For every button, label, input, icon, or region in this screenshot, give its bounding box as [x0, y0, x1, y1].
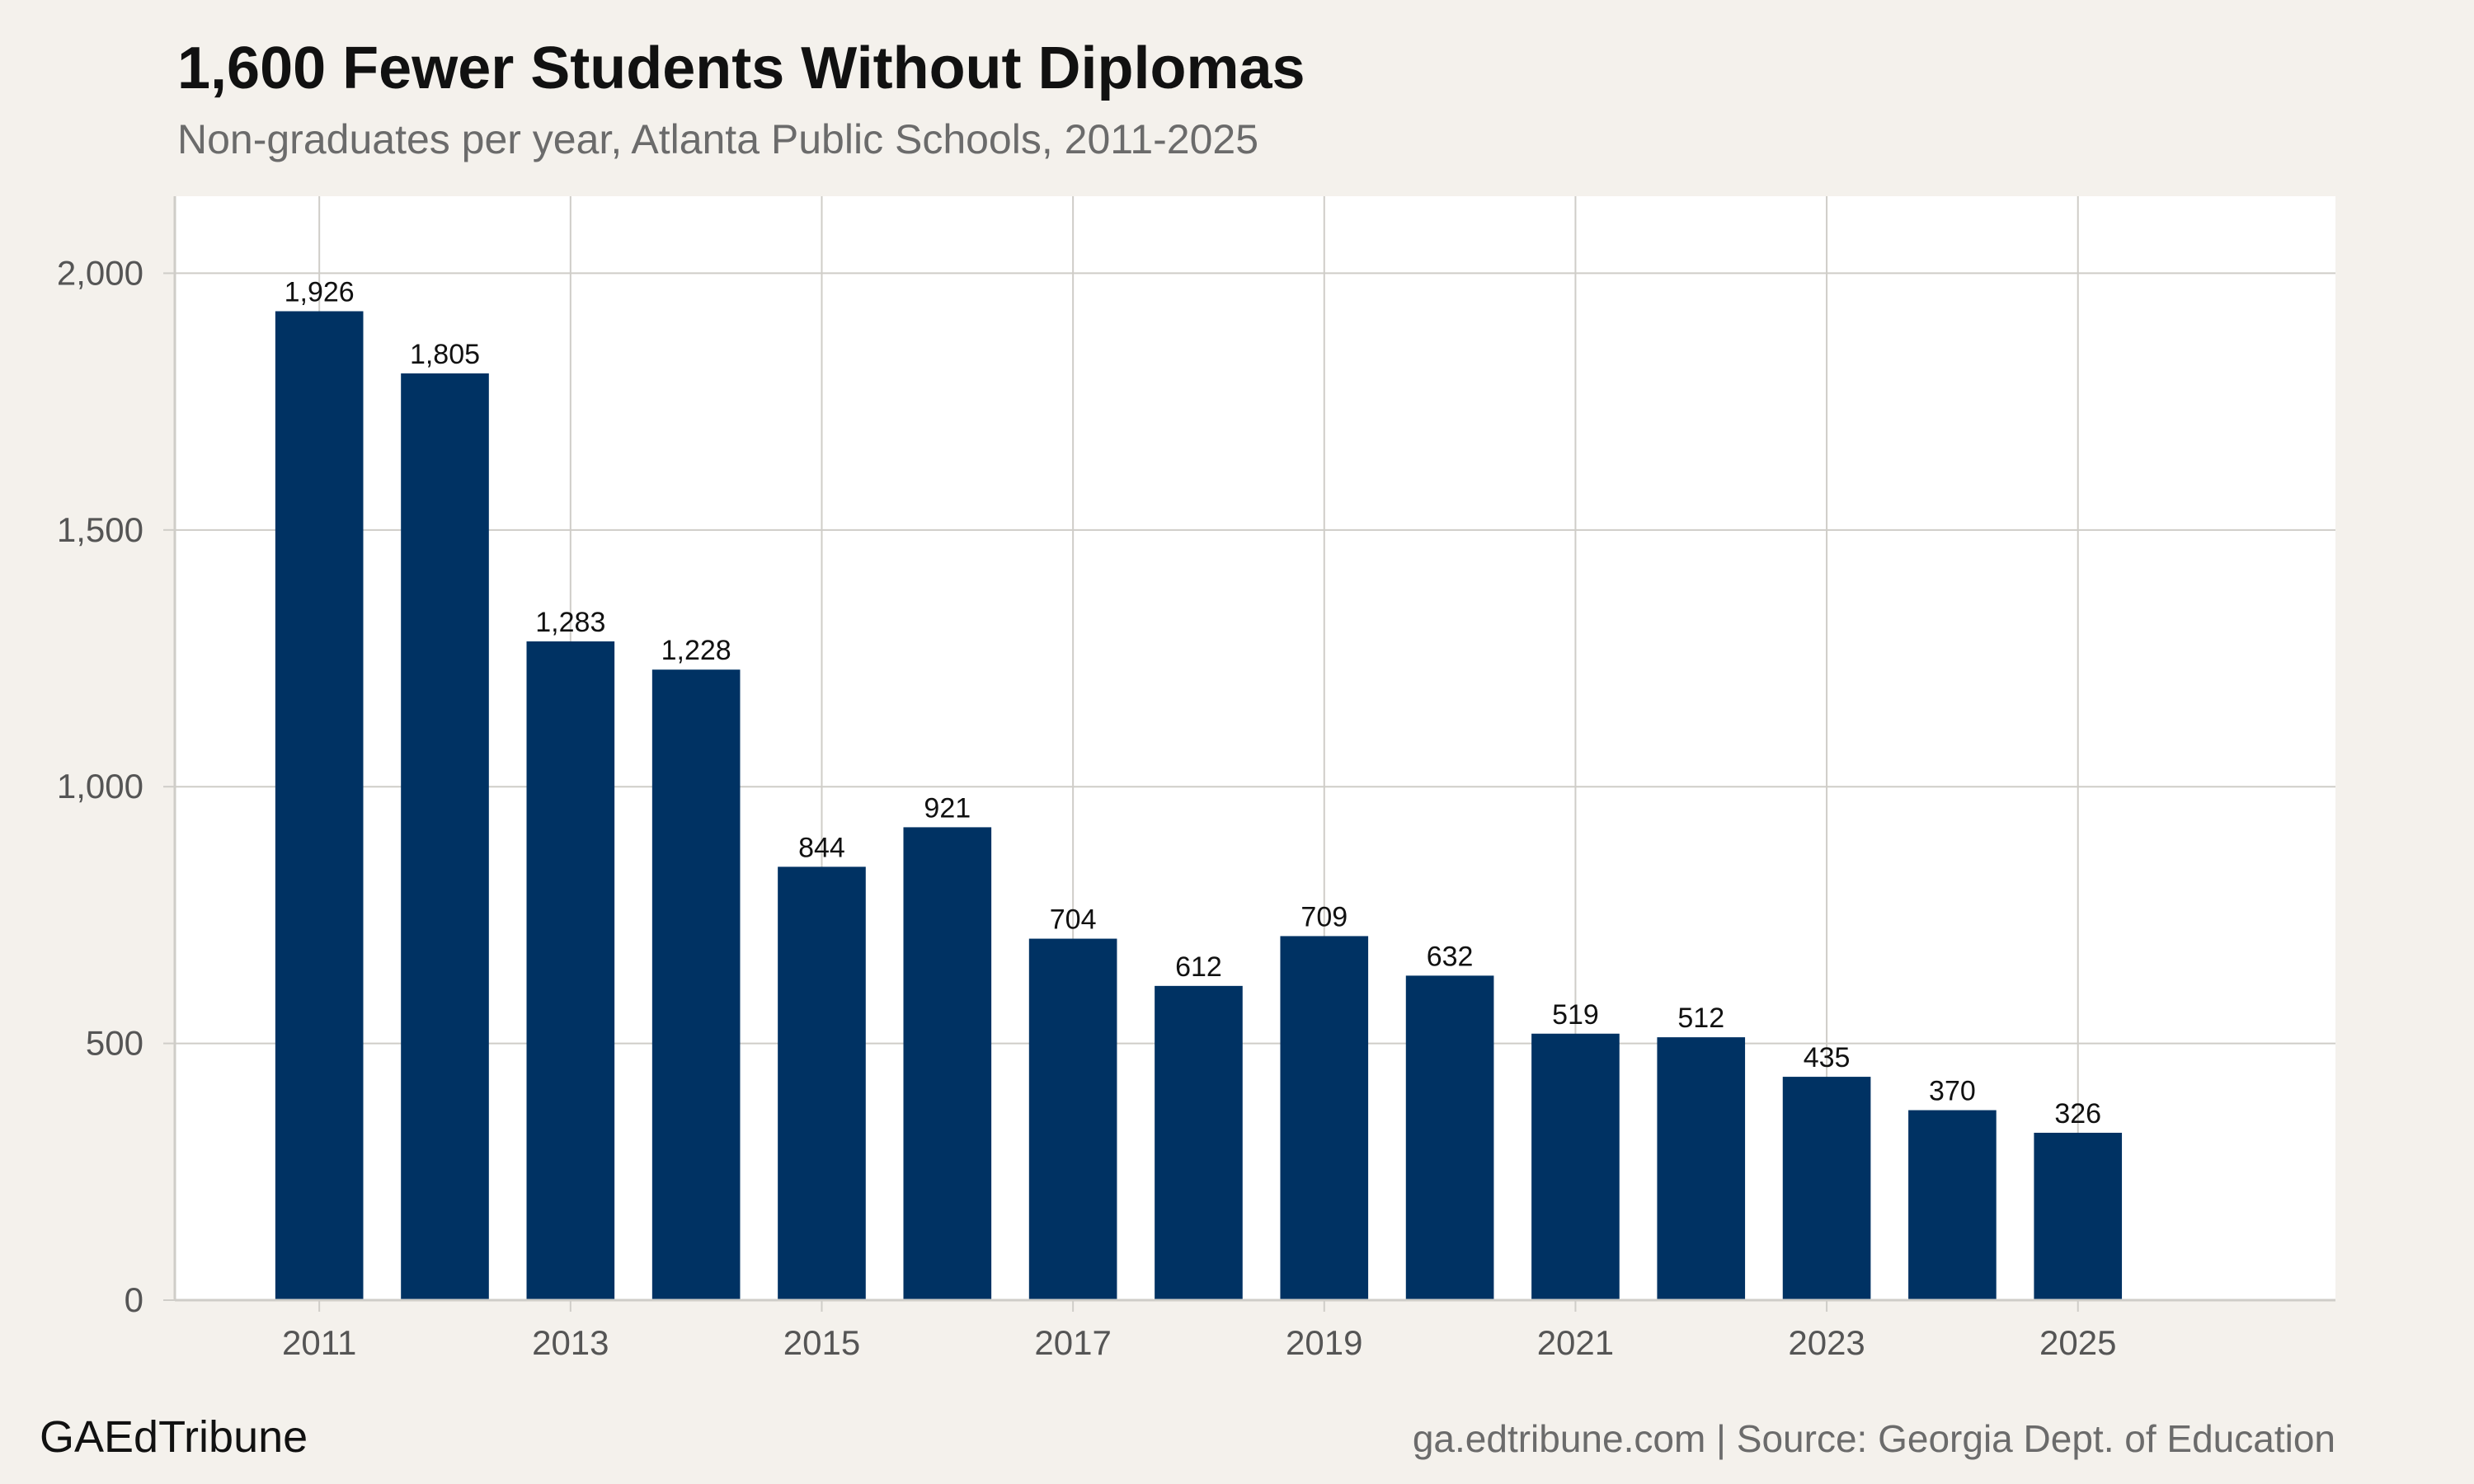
bar-2016 — [903, 827, 992, 1300]
bar-2025 — [2034, 1132, 2123, 1300]
data-labels-layer: 1,926 1,805 1,283 1,228 844 921 704 612 709 632 51… — [285, 277, 2101, 1129]
bar-2014 — [651, 669, 741, 1300]
y-tick-label: 1,000 — [57, 767, 143, 805]
y-tick-label: 1,500 — [57, 510, 143, 549]
bar-2013 — [526, 641, 615, 1300]
data-label-2015: 844 — [798, 832, 845, 863]
bar-2021 — [1531, 1033, 1620, 1300]
data-label-2018: 612 — [1175, 951, 1222, 983]
x-tick-label: 2017 — [1034, 1323, 1111, 1362]
bar-2023 — [1782, 1077, 1871, 1300]
bar-2022 — [1657, 1037, 1746, 1300]
y-tick-label: 2,000 — [57, 253, 143, 292]
x-tick-label: 2019 — [1286, 1323, 1362, 1362]
data-label-2014: 1,228 — [661, 635, 731, 666]
data-label-2011: 1,926 — [285, 277, 355, 308]
data-label-2021: 519 — [1552, 999, 1599, 1031]
y-tick-label: 500 — [86, 1024, 143, 1063]
x-tick-label: 2021 — [1537, 1323, 1614, 1362]
data-label-2025: 326 — [2054, 1098, 2101, 1129]
data-label-2019: 709 — [1300, 901, 1348, 932]
chart-title: 1,600 Fewer Students Without Diplomas — [177, 35, 1305, 101]
data-label-2013: 1,283 — [535, 607, 605, 638]
bar-2012 — [401, 373, 489, 1300]
x-tick-label: 2023 — [1788, 1323, 1865, 1362]
x-tick-label: 2015 — [783, 1323, 860, 1362]
source-note: ga.edtribune.com | Source: Georgia Dept.… — [1412, 1417, 2335, 1460]
y-tick-label: 0 — [125, 1280, 143, 1319]
data-label-2017: 704 — [1050, 904, 1097, 936]
bar-2019 — [1280, 936, 1369, 1300]
data-label-2022: 512 — [1677, 1003, 1724, 1034]
data-label-2024: 370 — [1929, 1076, 1976, 1107]
plot-panel — [175, 196, 2335, 1300]
bar-2018 — [1155, 985, 1243, 1300]
data-label-2012: 1,805 — [410, 339, 480, 370]
x-tick-label: 2025 — [2039, 1323, 2116, 1362]
chart-subtitle: Non-graduates per year, Atlanta Public S… — [177, 116, 1259, 162]
data-label-2023: 435 — [1804, 1042, 1851, 1073]
bar-2017 — [1028, 938, 1117, 1300]
bar-2011 — [275, 311, 364, 1300]
axis-layer: 0 500 1,000 1,500 2,000 2011 2013 2015 2017 2019 2… — [57, 196, 2335, 1362]
bar-2020 — [1405, 975, 1494, 1300]
data-label-2016: 921 — [924, 792, 971, 824]
brand-logo-text: GAEdTribune — [40, 1412, 308, 1462]
bar-2024 — [1908, 1110, 1997, 1300]
bars-layer — [275, 311, 2123, 1300]
bar-2015 — [778, 866, 866, 1300]
x-tick-label: 2011 — [282, 1323, 356, 1362]
data-label-2020: 632 — [1427, 941, 1474, 972]
x-tick-label: 2013 — [532, 1323, 609, 1362]
